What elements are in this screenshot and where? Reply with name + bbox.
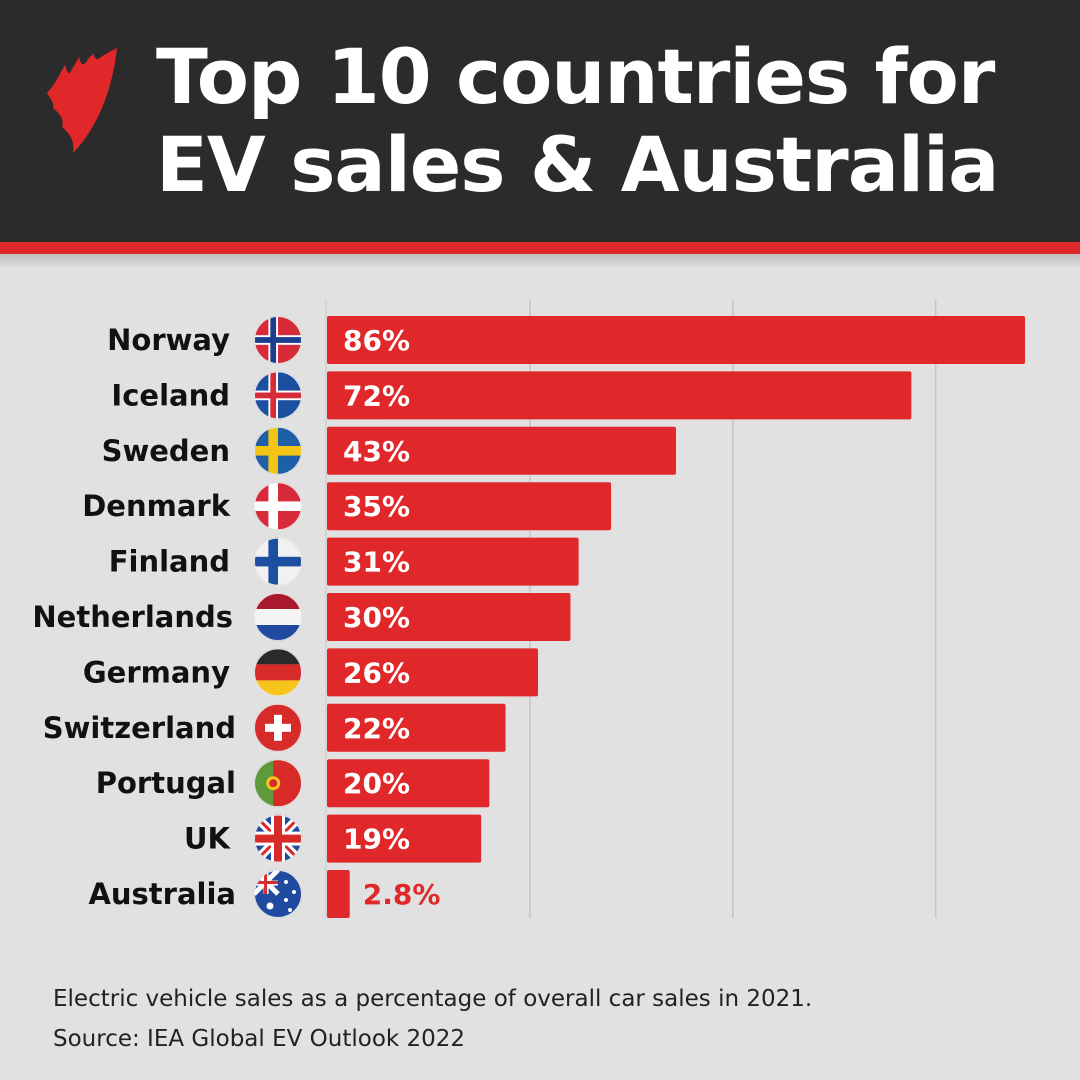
value-label: 30% [343, 601, 410, 634]
category-label: Netherlands [32, 600, 233, 634]
chart-caption: Electric vehicle sales as a percentage o… [53, 986, 813, 1012]
flag-denmark-icon [254, 482, 302, 531]
bar [327, 371, 912, 420]
category-label: Norway [107, 323, 230, 357]
flag-switzerland-icon [254, 703, 302, 752]
bar [327, 648, 539, 697]
value-label: 26% [343, 656, 410, 689]
category-label: UK [184, 822, 232, 856]
category-label: Sweden [102, 434, 230, 468]
value-label: 22% [343, 712, 410, 745]
value-label: 19% [343, 823, 410, 856]
value-label: 31% [343, 546, 410, 579]
flag-germany-icon [254, 648, 302, 697]
bar-row-uk: UK 19% [184, 814, 482, 863]
chart-source: Source: IEA Global EV Outlook 2022 [53, 1026, 466, 1052]
bar [327, 703, 506, 752]
bar-row-australia: Australia 2.8% [88, 870, 440, 918]
flag-netherlands-icon [254, 593, 302, 641]
bar [327, 814, 482, 863]
flag-australia-icon [254, 870, 302, 918]
bar [327, 482, 612, 531]
bar [327, 537, 579, 586]
bar-row-iceland: Iceland 72% [111, 371, 912, 420]
title-line-1: Top 10 countries for [156, 32, 995, 121]
header-bar [0, 0, 1080, 242]
category-label: Finland [109, 545, 230, 579]
bar-row-switzerland: Switzerland 22% [43, 703, 506, 752]
bar-row-denmark: Denmark 35% [82, 482, 612, 531]
flag-norway-icon [254, 316, 302, 364]
value-label: 2.8% [363, 878, 441, 911]
header-shadow [0, 254, 1080, 268]
bar-row-sweden: Sweden 43% [102, 426, 676, 475]
sbs-logo-icon [47, 48, 117, 153]
value-label: 43% [343, 435, 410, 468]
bar-row-norway: Norway 86% [107, 316, 1025, 364]
flag-uk-icon [254, 814, 302, 863]
bar [327, 759, 490, 808]
value-label: 72% [343, 379, 410, 412]
category-label: Denmark [82, 489, 230, 523]
bar [327, 426, 676, 475]
title-line-2: EV sales & Australia [156, 120, 999, 209]
bar-row-netherlands: Netherlands 30% [32, 593, 571, 641]
category-label: Iceland [111, 378, 230, 412]
flag-sweden-icon [254, 426, 302, 475]
flag-portugal-icon [254, 759, 302, 808]
bar [327, 316, 1025, 364]
flag-finland-icon [254, 537, 302, 586]
bar-row-finland: Finland 31% [109, 537, 579, 586]
bar-row-germany: Germany 26% [83, 648, 539, 697]
category-label: Germany [83, 655, 230, 689]
value-label: 20% [343, 767, 410, 800]
category-label: Australia [88, 877, 236, 911]
value-label: 35% [343, 490, 410, 523]
category-label: Portugal [96, 766, 236, 800]
value-label: 86% [343, 324, 410, 357]
flag-iceland-icon [254, 371, 302, 420]
bar-row-portugal: Portugal 20% [96, 759, 490, 808]
header-divider [0, 242, 1080, 254]
category-label: Switzerland [43, 711, 236, 745]
bar [327, 870, 350, 918]
bar [327, 593, 571, 641]
